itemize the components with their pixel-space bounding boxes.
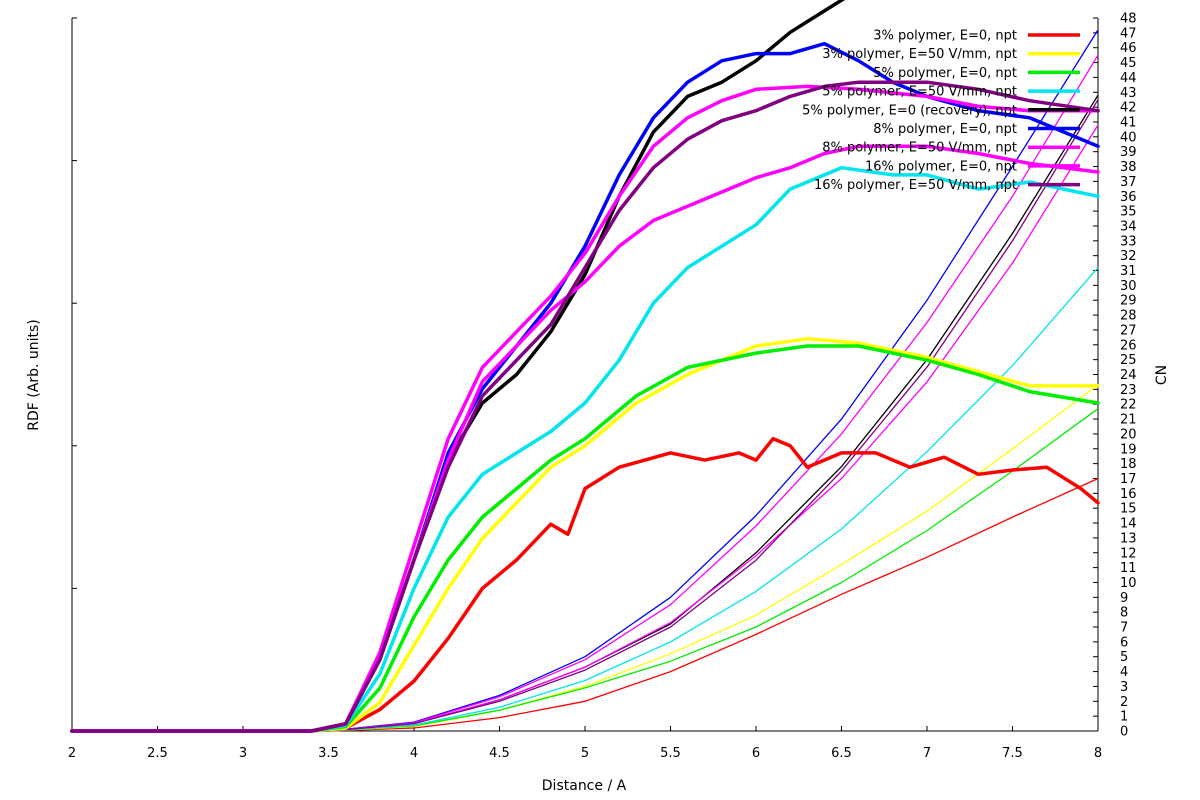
rdf-line-series-2 [70, 337, 1100, 733]
x-tick-label: 8 [1094, 746, 1102, 761]
x-axis-title: Distance / A [542, 778, 627, 794]
y-right-tick-label: 24 [1120, 368, 1137, 383]
y-right-tick-label: 0 [1120, 725, 1128, 740]
legend-label-series-2: 3% polymer, E=50 V/mm, npt [822, 47, 1017, 62]
y-right-tick-label: 21 [1120, 413, 1137, 428]
y-right-tick-label: 6 [1120, 635, 1128, 650]
x-tick-label: 7.5 [1002, 746, 1023, 761]
y-right-tick-label: 28 [1120, 309, 1137, 324]
y-right-tick-label: 38 [1120, 160, 1137, 175]
y-right-tick-label: 16 [1120, 487, 1137, 502]
legend-label-series-1: 3% polymer, E=0, npt [873, 29, 1017, 44]
y-right-tick-label: 7 [1120, 621, 1128, 636]
y-axis-left-title: RDF (Arb. units) [26, 319, 42, 430]
y-right-tick-label: 19 [1120, 442, 1137, 457]
x-tick-label: 4 [410, 746, 418, 761]
y-right-tick-label: 18 [1120, 457, 1137, 472]
rdf-line-series-7 [70, 84, 1100, 733]
rdf-line-series-1 [70, 436, 1100, 733]
y-axis-right-title: CN [1154, 365, 1170, 385]
cn-line-series-4 [72, 267, 1099, 732]
y-right-tick-label: 5 [1120, 650, 1128, 665]
y-right-tick-label: 14 [1120, 517, 1137, 532]
legend-label-series-7: 8% polymer, E=50 V/mm, npt [822, 141, 1017, 156]
y-right-tick-label: 2 [1120, 695, 1128, 710]
legend-label-series-9: 16% polymer, E=50 V/mm, npt [814, 178, 1017, 193]
y-right-tick-label: 32 [1120, 249, 1137, 264]
x-tick-label: 5.5 [660, 746, 681, 761]
x-tick-label: 2.5 [147, 746, 168, 761]
cn-line-series-7 [72, 54, 1099, 732]
y-right-tick-label: 9 [1120, 591, 1128, 606]
y-right-tick-label: 13 [1120, 531, 1137, 546]
x-tick-label: 3.5 [318, 746, 339, 761]
y-right-tick-label: 36 [1120, 190, 1137, 205]
legend-label-series-5: 5% polymer, E=0 (recovery), npt [802, 103, 1017, 118]
y-right-tick-label: 3 [1120, 680, 1128, 695]
y-right-tick-label: 10 [1120, 576, 1137, 591]
y-right-tick-label: 1 [1120, 710, 1128, 725]
x-tick-label: 6 [752, 746, 760, 761]
y-right-tick-label: 31 [1120, 264, 1137, 279]
legend-label-series-6: 8% polymer, E=0, npt [873, 122, 1017, 137]
legend-label-series-4: 5% polymer, E=50 V/mm, npt [822, 85, 1017, 100]
rdf-line-series-9 [70, 80, 1100, 733]
cn-line-series-8 [72, 124, 1099, 732]
cn-line-series-9 [72, 99, 1099, 732]
x-tick-label: 2 [68, 746, 76, 761]
x-tick-label: 7 [923, 746, 931, 761]
y-right-tick-label: 26 [1120, 338, 1137, 353]
axes: 2 2.5 3 3.5 4 4.5 5 5.5 6 6.5 7 7.5 8012345678910111… [68, 12, 1137, 762]
cn-line-series-1 [72, 477, 1099, 732]
y-right-tick-label: 40 [1120, 130, 1137, 145]
y-right-tick-label: 29 [1120, 294, 1137, 309]
y-right-tick-label: 8 [1120, 606, 1128, 621]
legend-label-series-3: 5% polymer, E=0, npt [873, 66, 1017, 81]
rdf-line-series-4 [70, 165, 1100, 733]
x-tick-label: 4.5 [489, 746, 510, 761]
y-right-tick-label: 42 [1120, 101, 1137, 116]
y-right-tick-label: 41 [1120, 115, 1137, 130]
y-right-tick-label: 25 [1120, 353, 1137, 368]
legend: 3% polymer, E=0, npt 3% polymer, E=50 V/m… [802, 29, 1080, 193]
y-right-tick-label: 37 [1120, 175, 1137, 190]
y-right-tick-label: 15 [1120, 502, 1137, 517]
x-tick-label: 3 [239, 746, 247, 761]
y-right-tick-label: 45 [1120, 56, 1137, 71]
y-right-tick-label: 12 [1120, 546, 1137, 561]
y-right-tick-label: 35 [1120, 205, 1137, 220]
y-right-tick-label: 20 [1120, 427, 1137, 442]
rdf-line-series-3 [70, 344, 1100, 733]
y-right-tick-label: 34 [1120, 219, 1137, 234]
legend-label-series-8: 16% polymer, E=0, npt [865, 159, 1017, 174]
y-right-tick-label: 43 [1120, 86, 1137, 101]
series-lines [70, 0, 1100, 733]
y-right-tick-label: 4 [1120, 665, 1128, 680]
x-tick-label: 6.5 [831, 746, 852, 761]
y-right-tick-label: 47 [1120, 26, 1137, 41]
y-right-tick-label: 27 [1120, 323, 1137, 338]
x-tick-label: 5 [581, 746, 589, 761]
y-right-tick-label: 46 [1120, 41, 1137, 56]
y-right-tick-label: 17 [1120, 472, 1137, 487]
y-right-tick-label: 48 [1120, 12, 1137, 27]
y-right-tick-label: 33 [1120, 234, 1137, 249]
y-right-tick-label: 23 [1120, 383, 1137, 398]
y-right-tick-label: 30 [1120, 279, 1137, 294]
y-right-tick-label: 22 [1120, 398, 1137, 413]
y-right-tick-label: 44 [1120, 71, 1137, 86]
y-right-tick-label: 11 [1120, 561, 1137, 576]
y-right-tick-label: 39 [1120, 145, 1137, 160]
